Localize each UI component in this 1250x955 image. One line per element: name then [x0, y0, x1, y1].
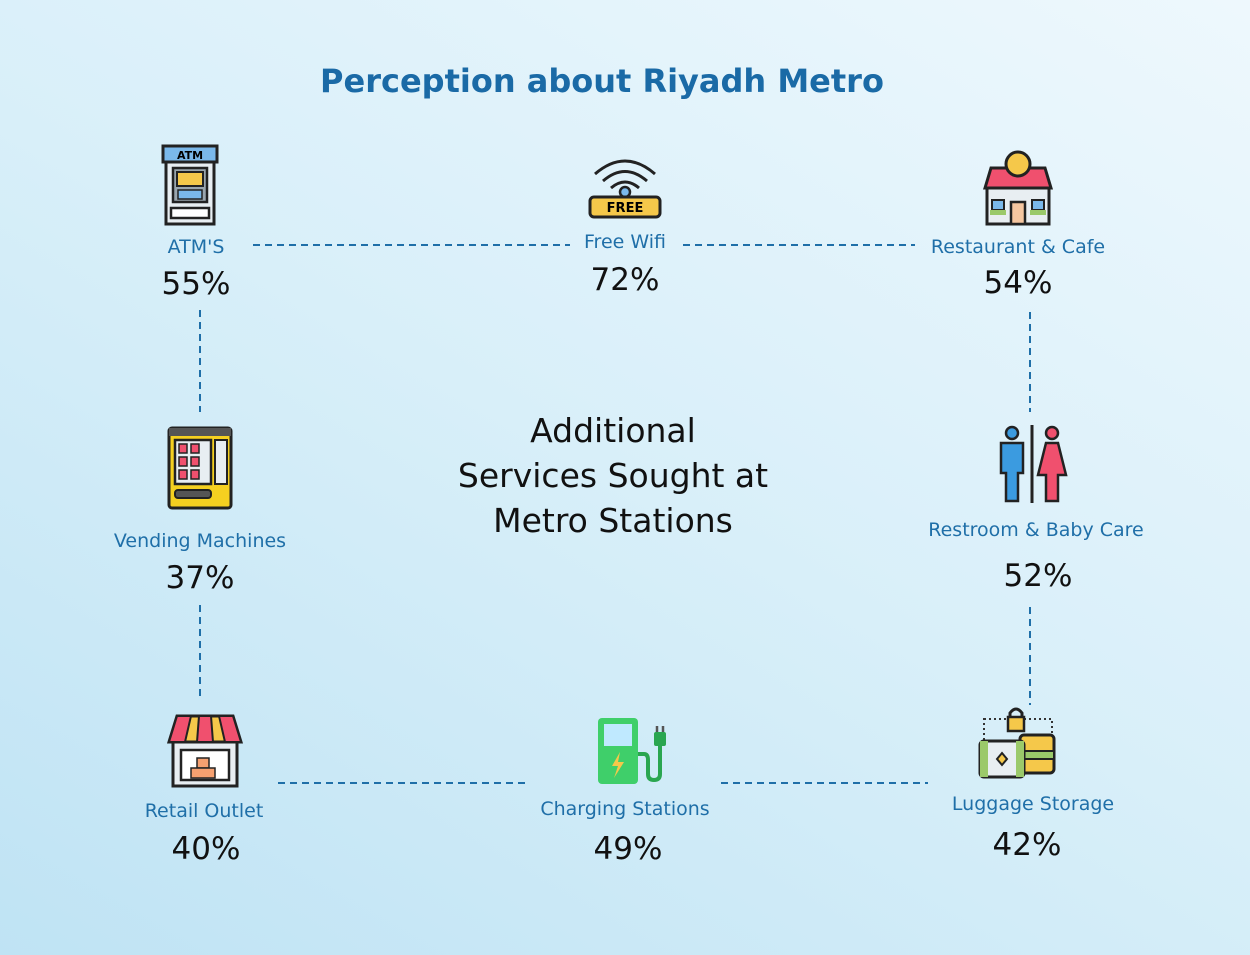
service-label-retail: Retail Outlet	[144, 800, 264, 822]
luggage-icon	[978, 705, 1058, 785]
service-value-retail: 40%	[171, 831, 241, 867]
restroom-icon	[996, 425, 1068, 507]
service-value-vending: 37%	[165, 560, 235, 596]
service-label-charging: Charging Stations	[540, 798, 710, 820]
service-label-wifi: Free Wifi	[584, 231, 666, 253]
service-value-charging: 49%	[593, 831, 663, 867]
vending-machine-icon	[167, 426, 233, 514]
restaurant-icon	[981, 150, 1055, 230]
center-line: Metro Stations	[493, 501, 733, 540]
service-value-wifi: 72%	[590, 262, 660, 298]
svg-text:ATM: ATM	[177, 149, 203, 162]
atm-icon: ATM	[161, 144, 219, 230]
service-label-restaurant: Restaurant & Cafe	[930, 236, 1106, 258]
page-title: Perception about Riyadh Metro	[320, 62, 884, 100]
service-label-vending: Vending Machines	[113, 530, 287, 552]
center-line: Additional	[530, 411, 696, 450]
service-value-atm: 55%	[161, 266, 231, 302]
service-label-luggage: Luggage Storage	[951, 793, 1115, 815]
center-line: Services Sought at	[457, 456, 769, 495]
wifi-icon: FREE	[587, 152, 663, 224]
service-value-luggage: 42%	[992, 827, 1062, 863]
service-label-restroom: Restroom & Baby Care	[928, 519, 1144, 541]
service-label-atm: ATM'S	[167, 236, 225, 258]
store-icon	[166, 712, 244, 792]
wifi-free-text: FREE	[607, 201, 644, 216]
center-heading: Additional Services Sought at Metro Stat…	[458, 408, 768, 543]
service-value-restaurant: 54%	[983, 265, 1053, 301]
service-value-restroom: 52%	[1003, 558, 1073, 594]
charging-station-icon	[594, 714, 666, 790]
